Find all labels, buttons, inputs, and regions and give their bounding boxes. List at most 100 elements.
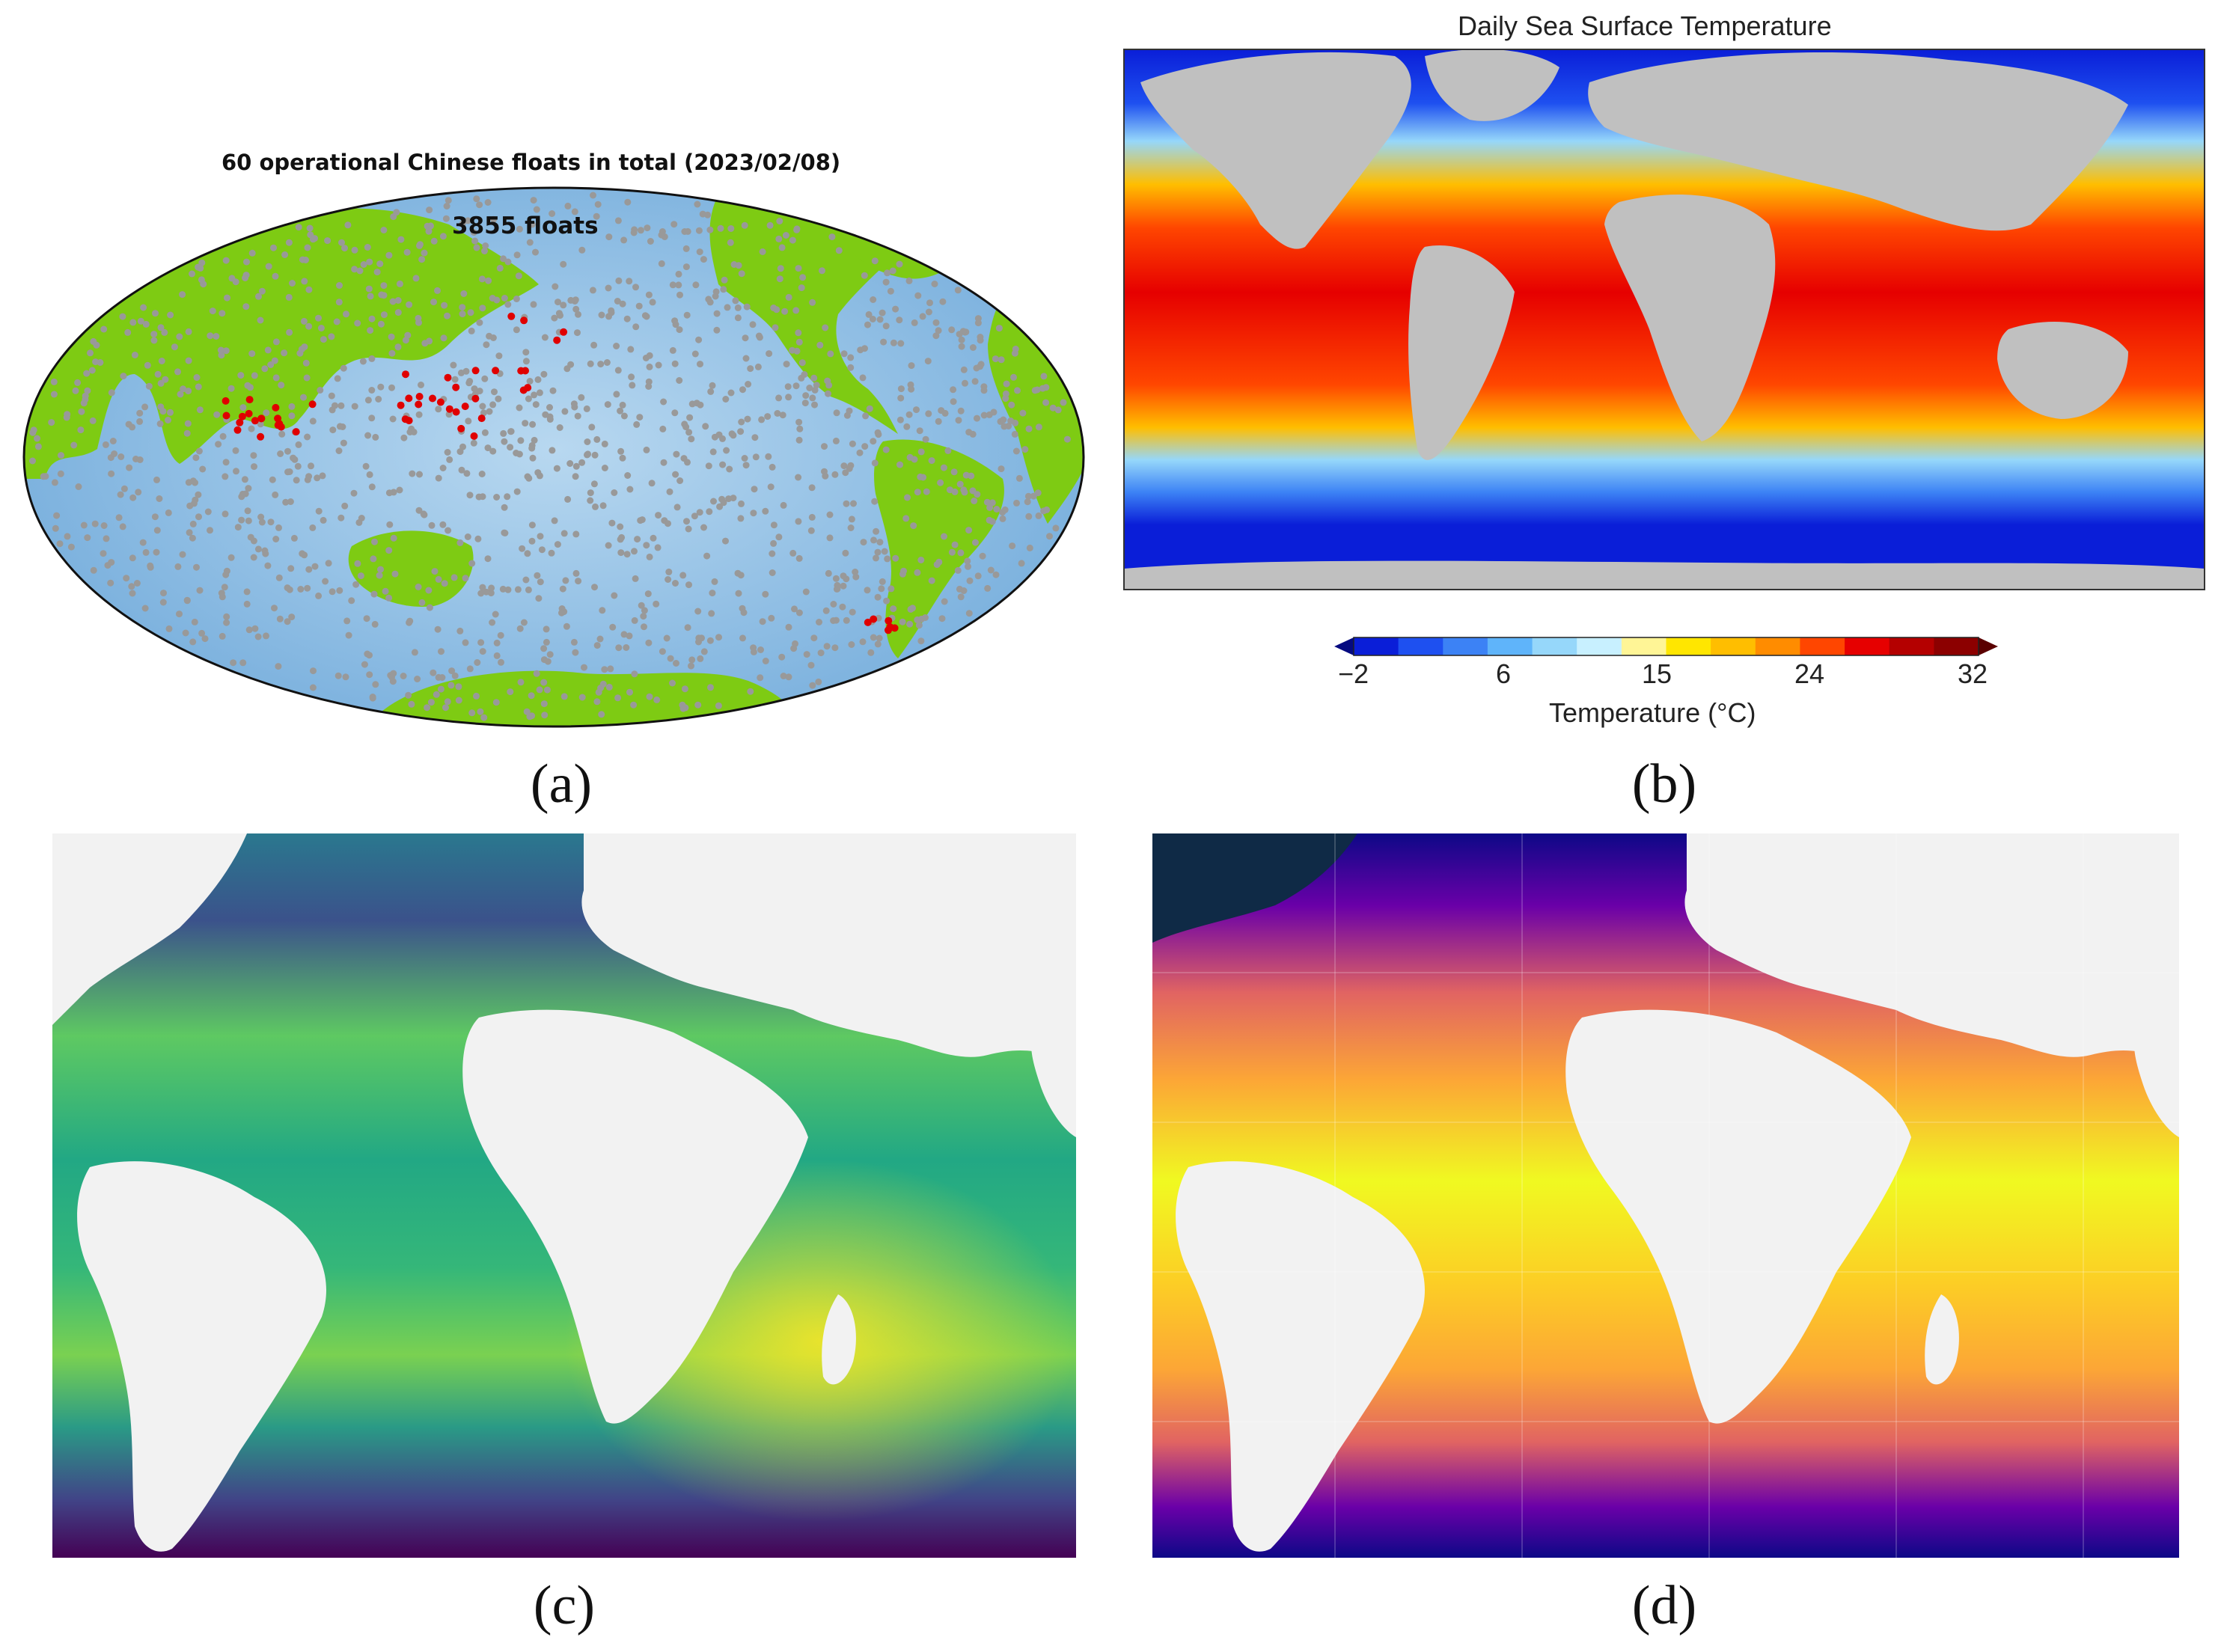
argo-float-marker (402, 337, 409, 344)
argo-float-marker (530, 301, 537, 308)
argo-float-marker (737, 572, 745, 579)
argo-float-marker (931, 281, 938, 287)
argo-float-marker (156, 420, 164, 427)
argo-float-marker (696, 509, 703, 516)
argo-float-marker (605, 284, 612, 292)
argo-float-marker (275, 524, 282, 531)
argo-float-marker (459, 310, 466, 318)
argo-float-marker (592, 503, 599, 510)
argo-float-marker (251, 463, 257, 471)
argo-float-marker (906, 620, 914, 628)
chinese-float-markers (222, 312, 899, 634)
argo-float-marker (718, 495, 726, 503)
land-africa (1565, 1009, 1911, 1424)
argo-float-marker (575, 310, 581, 318)
chinese-float-marker (864, 618, 872, 626)
argo-float-marker (304, 476, 311, 483)
argo-float-marker (695, 634, 703, 642)
argo-float-marker (784, 383, 792, 391)
argo-float-marker (290, 534, 298, 542)
argo-float-marker (958, 336, 965, 343)
argo-float-marker (247, 384, 254, 391)
argo-float-marker (722, 537, 729, 545)
argo-float-marker (414, 676, 421, 682)
argo-float-marker (536, 389, 543, 397)
argo-float-marker (669, 679, 676, 687)
argo-float-marker (769, 463, 776, 471)
argo-float-marker (479, 493, 486, 501)
argo-float-marker (922, 435, 929, 443)
argo-float-marker (767, 483, 775, 491)
argo-float-marker (992, 355, 999, 363)
argo-float-marker (167, 409, 174, 416)
argo-float-marker (706, 508, 713, 516)
argo-float-marker (628, 373, 635, 381)
argo-float-marker (626, 486, 634, 493)
argo-float-marker (1000, 423, 1008, 430)
argo-float-marker (371, 620, 379, 628)
argo-float-marker (479, 305, 486, 312)
argo-float-marker (189, 477, 197, 485)
argo-float-marker (481, 248, 488, 254)
argo-float-marker (679, 572, 687, 579)
argo-float-marker (159, 408, 167, 415)
argo-float-marker (288, 614, 296, 621)
argo-float-marker (560, 530, 568, 537)
argo-float-marker (476, 388, 483, 395)
argo-float-marker (263, 632, 269, 640)
argo-float-marker (663, 634, 670, 642)
argo-float-marker (810, 634, 818, 642)
argo-float-marker (415, 314, 422, 322)
chinese-float-marker (520, 316, 528, 325)
argo-float-marker (525, 395, 532, 403)
argo-float-marker (340, 364, 347, 372)
argo-float-marker (791, 605, 798, 613)
argo-float-marker (322, 578, 329, 585)
argo-float-marker (30, 426, 37, 434)
argo-float-marker (869, 316, 876, 322)
argo-float-marker (272, 491, 279, 498)
argo-float-marker (471, 385, 478, 393)
argo-float-marker (1025, 425, 1033, 432)
argo-float-marker (617, 536, 624, 543)
argo-float-marker (831, 644, 839, 652)
argo-float-marker (524, 550, 531, 557)
argo-float-marker (801, 400, 809, 407)
argo-float-marker (337, 402, 345, 409)
argo-float-marker (254, 545, 262, 553)
chinese-float-marker (492, 367, 500, 375)
argo-float-marker (830, 601, 837, 608)
argo-float-marker (899, 618, 906, 625)
argo-float-marker (986, 504, 994, 511)
argo-float-marker (382, 587, 389, 595)
argo-float-marker (140, 304, 147, 311)
argo-float-marker (609, 623, 617, 631)
argo-float-marker (607, 665, 614, 673)
argo-float-marker (504, 301, 512, 308)
argo-float-marker (864, 321, 871, 328)
argo-float-marker (195, 447, 203, 455)
argo-float-marker (588, 423, 596, 431)
argo-float-marker (306, 224, 314, 232)
argo-float-marker (835, 247, 843, 254)
argo-float-marker (742, 334, 749, 342)
argo-float-marker (418, 599, 426, 606)
argo-float-marker (915, 622, 923, 629)
argo-float-marker (846, 407, 853, 414)
argo-float-marker (207, 332, 214, 340)
argo-float-marker (70, 441, 78, 449)
argo-float-marker (319, 472, 326, 480)
argo-float-marker (34, 435, 40, 442)
argo-float-marker (185, 357, 192, 364)
argo-float-marker (847, 364, 855, 371)
argo-float-marker (785, 673, 792, 681)
argo-float-marker (250, 452, 257, 459)
argo-float-marker (144, 361, 151, 369)
argo-float-marker (659, 425, 667, 432)
argo-float-marker (465, 379, 473, 387)
argo-float-marker (161, 328, 168, 336)
argo-float-marker (329, 406, 336, 414)
argo-float-marker (750, 648, 757, 655)
chinese-float-marker (245, 396, 254, 404)
argo-float-marker (864, 587, 871, 594)
